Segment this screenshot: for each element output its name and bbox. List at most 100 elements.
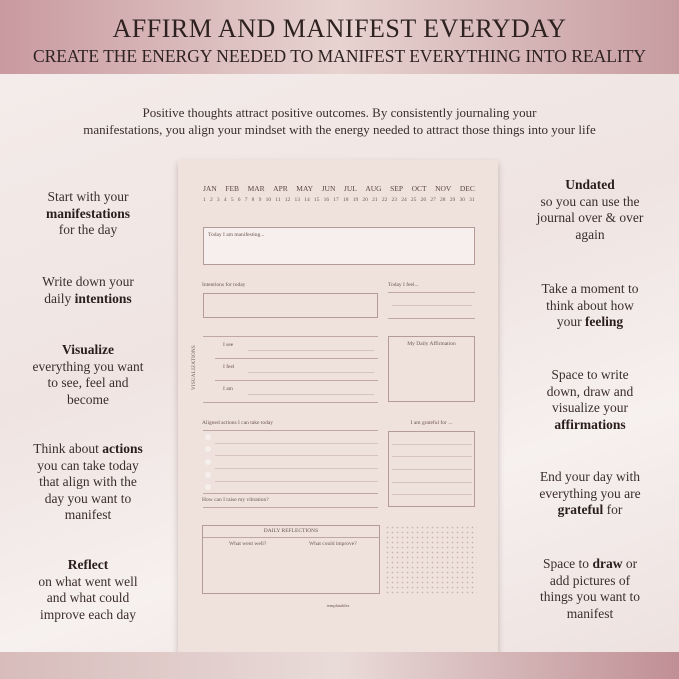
right-feature-2: Take a moment to think about how your feel…: [505, 281, 675, 331]
day-2[interactable]: 2: [209, 197, 213, 203]
day-20[interactable]: 20: [362, 197, 368, 203]
grateful-label: I am grateful for ...: [410, 420, 453, 426]
right-feature-5: Space to draw or add pictures of things yo…: [505, 556, 675, 622]
day-8[interactable]: 8: [251, 197, 255, 203]
day-10[interactable]: 10: [265, 197, 272, 203]
affirmation-box: My Daily Affirmation: [388, 336, 475, 402]
feature-line: that align with the: [39, 474, 137, 489]
day-1[interactable]: 1: [203, 197, 206, 203]
feature-line: improve each day: [40, 606, 136, 622]
left-feature-4: Think about actions you can take today tha…: [3, 441, 173, 524]
day-19[interactable]: 19: [352, 197, 359, 203]
feature-line: manifest: [64, 507, 112, 522]
feature-line: affirmations: [554, 416, 626, 432]
feature-line: Take a moment to: [541, 281, 639, 296]
page-subtitle: CREATE THE ENERGY NEEDED TO MANIFEST EVE…: [32, 46, 647, 66]
brand-footer: templatables: [326, 603, 350, 608]
feature-line: down, draw and: [546, 383, 634, 399]
feature-line: manifest: [566, 605, 614, 621]
month-oct[interactable]: OCT: [411, 184, 427, 193]
feature-line: End your day with: [539, 469, 641, 484]
feature-line: on what went well: [38, 573, 138, 589]
day-24[interactable]: 24: [401, 197, 407, 203]
grateful-box: [388, 431, 475, 507]
month-jan[interactable]: JAN: [203, 184, 217, 193]
left-feature-3: Visualize everything you want to see, feel…: [3, 342, 173, 408]
month-apr[interactable]: APR: [273, 184, 288, 193]
feature-line: Think about actions: [33, 441, 143, 456]
month-feb[interactable]: FEB: [225, 184, 240, 193]
page-title: AFFIRM AND MANIFEST EVERYDAY: [112, 14, 567, 43]
day-17[interactable]: 17: [333, 197, 339, 203]
month-jun[interactable]: JUN: [321, 184, 336, 193]
feature-line: everything you are: [539, 485, 641, 501]
feature-line: visualize your: [551, 400, 629, 415]
actions-label: Aligned actions I can take today: [202, 420, 274, 426]
day-18[interactable]: 18: [343, 197, 349, 203]
right-feature-3: Space to write down, draw and visualize yo…: [505, 367, 675, 433]
feature-line: to see, feel and: [47, 375, 129, 390]
feature-line: you can take today: [37, 457, 139, 473]
day-7[interactable]: 7: [244, 197, 248, 203]
feature-line: Space to write: [551, 367, 629, 382]
feature-line: again: [575, 226, 605, 242]
day-9[interactable]: 9: [258, 197, 262, 203]
day-6[interactable]: 6: [237, 197, 241, 203]
day-13[interactable]: 13: [294, 197, 300, 203]
dot-grid-area: [385, 525, 477, 595]
feature-line: Reflect: [67, 557, 109, 572]
month-mar[interactable]: MAR: [247, 184, 265, 193]
feature-line: think about how: [546, 297, 634, 313]
day-21[interactable]: 21: [372, 197, 378, 203]
month-may[interactable]: MAY: [296, 184, 314, 193]
month-nov[interactable]: NOV: [435, 184, 452, 193]
right-feature-4: End your day with everything you are grate…: [505, 469, 675, 519]
day-16[interactable]: 16: [323, 197, 330, 203]
visualizations-label: VISUALIZATIONS: [192, 344, 198, 391]
day-31[interactable]: 31: [469, 197, 475, 203]
day-14[interactable]: 14: [304, 197, 310, 203]
day-29[interactable]: 29: [449, 197, 456, 203]
header-banner: AFFIRM AND MANIFEST EVERYDAY CREATE THE …: [0, 0, 679, 74]
intentions-label: Intentions for today: [202, 282, 246, 288]
month-sep[interactable]: SEP: [390, 184, 404, 193]
left-feature-1: Start with your manifestations for the day: [3, 189, 173, 239]
reflections-box: DAILY REFLECTIONS What went well? What c…: [202, 525, 380, 594]
feature-line: so you can use the: [540, 193, 640, 209]
month-dec[interactable]: DEC: [459, 184, 475, 193]
day-5[interactable]: 5: [230, 197, 234, 203]
day-26[interactable]: 26: [420, 197, 427, 203]
feature-line: things you want to: [539, 589, 641, 604]
feature-line: day you want to: [44, 490, 132, 506]
feature-line: your feeling: [556, 314, 624, 329]
left-feature-2: Write down your daily intentions: [3, 274, 173, 307]
feature-line: daily intentions: [44, 290, 132, 306]
feature-line: everything you want: [32, 358, 144, 374]
feature-line: add pictures of: [549, 572, 631, 588]
day-12[interactable]: 12: [284, 197, 291, 203]
day-4[interactable]: 4: [223, 197, 227, 203]
month-aug[interactable]: AUG: [365, 184, 382, 193]
day-27[interactable]: 27: [430, 197, 436, 203]
feature-line: Undated: [565, 177, 615, 192]
right-feature-1: Undated so you can use the journal over & …: [505, 177, 675, 243]
month-jul[interactable]: JUL: [343, 184, 357, 193]
month-row: JAN FEB MAR APR MAY JUN JUL AUG SEP OCT NOV DEC: [203, 184, 475, 193]
day-3[interactable]: 3: [216, 197, 220, 203]
manifesting-box: Today I am manifesting...: [203, 227, 475, 265]
vibration-label: How can I raise my vibration?: [202, 497, 269, 503]
feature-line: Visualize: [62, 342, 114, 357]
day-11[interactable]: 11: [275, 197, 281, 203]
day-22[interactable]: 22: [381, 197, 388, 203]
day-28[interactable]: 28: [440, 197, 446, 203]
intro-text: Positive thoughts attract positive outco…: [83, 105, 596, 137]
feel-label: Today I feel...: [388, 282, 419, 288]
day-23[interactable]: 23: [391, 197, 398, 203]
feature-line: journal over & over: [536, 210, 644, 225]
day-25[interactable]: 25: [410, 197, 417, 203]
feature-line: for the day: [58, 222, 118, 237]
day-30[interactable]: 30: [459, 197, 465, 203]
day-15[interactable]: 15: [313, 197, 320, 203]
feature-line: and what could: [46, 590, 130, 605]
